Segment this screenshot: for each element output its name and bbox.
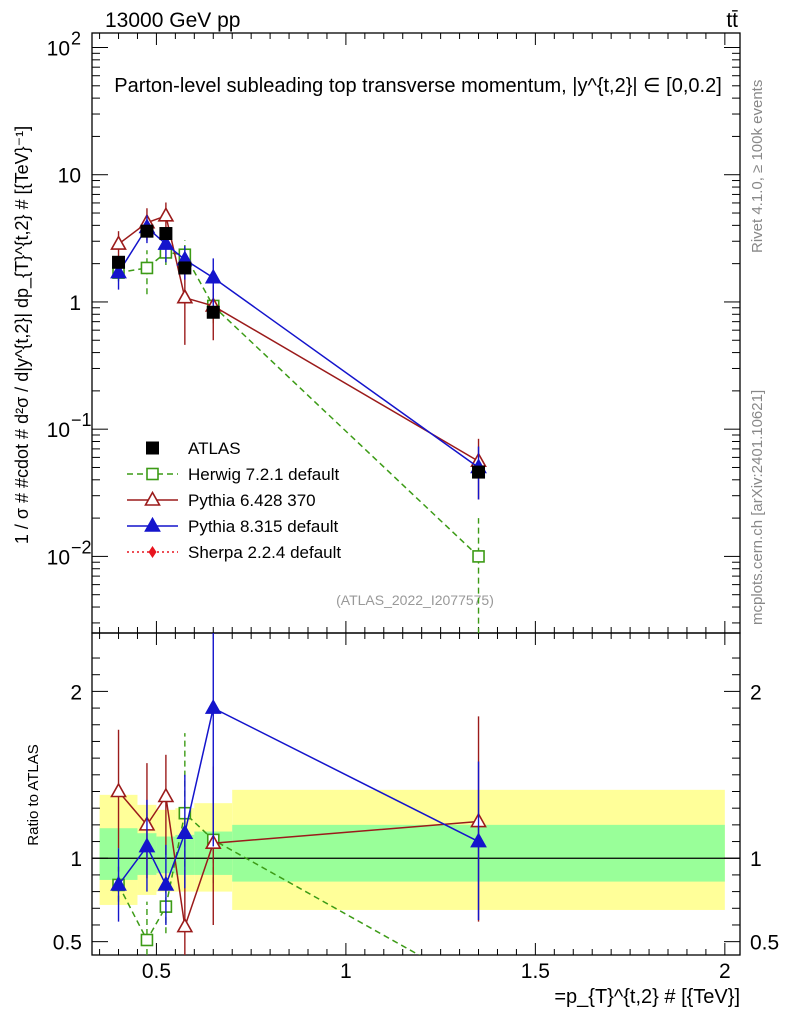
- series-3-line: [117, 226, 479, 469]
- y-tick-exponent-main: −2: [71, 537, 92, 557]
- series-1-ratio-point: [140, 933, 154, 947]
- series-1-point: [472, 550, 485, 563]
- legend: ATLAS Herwig 7.2.1 default Pythia 6.428 37…: [127, 439, 341, 562]
- legend-marker-2: [144, 490, 161, 506]
- legend-marker-4: [148, 546, 157, 558]
- y-axis-title-ratio: Ratio to ATLAS: [25, 744, 42, 845]
- x-tick-label: 0.5: [142, 960, 171, 983]
- legend-label-3: Pythia 8.315 default: [188, 517, 339, 536]
- y-tick-label-ratio-right: 1: [750, 848, 762, 871]
- legend-marker-0: [146, 441, 159, 455]
- series-2-point: [157, 206, 175, 222]
- mcplots-label: mcplots.cern.ch [arXiv:2401.10621]: [749, 390, 766, 625]
- series-2-ratio-line: [117, 791, 479, 927]
- series-3-point: [110, 263, 127, 279]
- y-tick-label-main: 10: [47, 419, 70, 442]
- y-tick-label-ratio: 1: [70, 848, 82, 871]
- series-3-ratio-point: [204, 698, 222, 714]
- analysis-watermark: (ATLAS_2022_I2077575): [336, 592, 494, 608]
- legend-label-1: Herwig 7.2.1 default: [188, 465, 339, 484]
- y-tick-label-main: 10: [47, 546, 70, 569]
- series-1-ratio-point: [473, 983, 484, 994]
- series-0-point: [159, 227, 173, 241]
- y-tick-label-ratio: 2: [70, 681, 82, 704]
- series-3-point: [157, 234, 175, 250]
- series-0-point: [206, 305, 220, 319]
- y-tick-label-main: 1: [69, 292, 81, 315]
- series-0-point: [178, 261, 192, 275]
- main-panel-series: [110, 202, 487, 633]
- series-3-ratio-point: [470, 832, 487, 848]
- series-1-line: [118, 251, 480, 557]
- y-tick-label-main: 10: [47, 37, 70, 60]
- y-tick-label-ratio-right: 0.5: [750, 932, 779, 955]
- y-tick-label-ratio-right: 2: [750, 681, 762, 704]
- rivet-label: Rivet 4.1.0, ≥ 100k events: [749, 80, 766, 253]
- series-3-ratio-point: [138, 837, 156, 853]
- series-3-point: [204, 268, 222, 284]
- energy-label: 13000 GeV pp: [105, 9, 240, 32]
- series-0-point: [112, 255, 126, 269]
- y-axis-title-main: 1 / σ # #cdot # d²σ / d|y^{t,2}| dp_{T}^…: [12, 126, 33, 544]
- legend-label-0: ATLAS: [188, 439, 241, 458]
- series-2-point: [176, 288, 194, 304]
- ratio-frame: [91, 632, 741, 956]
- legend-label-2: Pythia 6.428 370: [188, 491, 316, 510]
- series-0-point: [472, 465, 486, 479]
- series-0-point: [140, 224, 154, 238]
- series-2-ratio-point: [110, 782, 127, 798]
- series-1-point: [140, 261, 154, 275]
- x-axis-title: =p_{T}^{t,2} # [{TeV}]: [554, 986, 740, 1008]
- process-label: tt̄: [726, 9, 738, 32]
- series-2-ratio-point: [157, 787, 175, 803]
- y-tick-label-main: 10: [58, 165, 81, 188]
- series-2-point: [110, 234, 127, 250]
- legend-marker-1: [146, 467, 159, 481]
- series-2-ratio-point: [176, 917, 194, 933]
- series-3-ratio-point: [157, 875, 175, 891]
- legend-marker-3: [144, 516, 161, 532]
- legend-label-4: Sherpa 2.2.4 default: [188, 543, 341, 562]
- plot-title: Parton-level subleading top transverse m…: [114, 75, 722, 97]
- y-tick-label-ratio: 0.5: [53, 932, 82, 955]
- series-3-ratio-point: [110, 875, 127, 891]
- x-tick-label: 1: [340, 960, 352, 983]
- x-tick-label: 2: [719, 960, 731, 983]
- y-tick-exponent-main: −1: [71, 410, 92, 430]
- y-tick-exponent-main: 2: [71, 28, 81, 48]
- x-tick-label: 1.5: [521, 960, 550, 983]
- ratio-panel-series: [110, 633, 487, 994]
- series-3-ratio-line: [117, 706, 479, 887]
- series-3-ratio-point: [176, 824, 194, 840]
- series-1-ratio-line: [117, 811, 421, 955]
